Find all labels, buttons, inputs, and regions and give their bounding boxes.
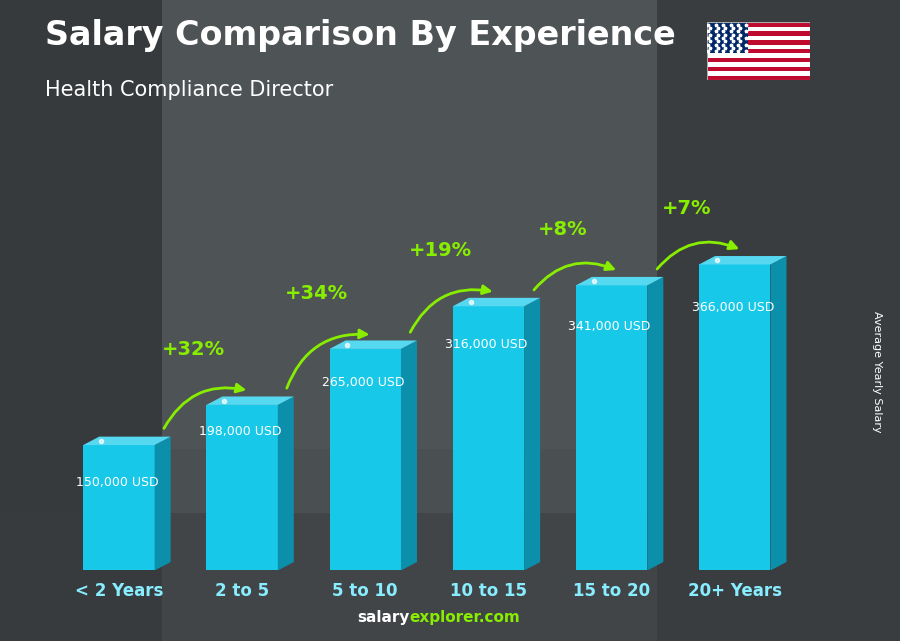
FancyBboxPatch shape <box>699 265 770 570</box>
Polygon shape <box>329 340 417 349</box>
Polygon shape <box>155 437 171 570</box>
Text: +19%: +19% <box>409 241 472 260</box>
Text: +8%: +8% <box>538 221 588 239</box>
FancyBboxPatch shape <box>329 349 401 570</box>
Text: Salary Comparison By Experience: Salary Comparison By Experience <box>45 19 676 52</box>
Text: 198,000 USD: 198,000 USD <box>199 425 282 438</box>
Bar <box>706 45 810 49</box>
Text: +34%: +34% <box>285 284 348 303</box>
Bar <box>706 22 748 53</box>
Text: +32%: +32% <box>162 340 225 359</box>
Bar <box>706 36 810 40</box>
Text: 150,000 USD: 150,000 USD <box>76 476 158 490</box>
Polygon shape <box>770 256 787 570</box>
Polygon shape <box>401 340 417 570</box>
Bar <box>706 49 810 53</box>
Bar <box>0 0 162 641</box>
Polygon shape <box>83 437 171 445</box>
FancyBboxPatch shape <box>453 306 524 570</box>
Text: +7%: +7% <box>662 199 711 219</box>
Text: salary: salary <box>357 610 410 625</box>
Polygon shape <box>576 277 663 285</box>
Bar <box>706 76 810 80</box>
FancyBboxPatch shape <box>206 405 278 570</box>
Bar <box>706 22 810 27</box>
Bar <box>706 67 810 71</box>
Polygon shape <box>699 256 787 265</box>
Text: Health Compliance Director: Health Compliance Director <box>45 80 333 100</box>
Bar <box>706 71 810 76</box>
Bar <box>706 31 810 36</box>
Text: 341,000 USD: 341,000 USD <box>569 320 651 333</box>
FancyBboxPatch shape <box>576 285 647 570</box>
Bar <box>706 40 810 45</box>
Bar <box>706 62 810 67</box>
Text: explorer.com: explorer.com <box>410 610 520 625</box>
FancyBboxPatch shape <box>83 445 155 570</box>
Bar <box>162 0 657 449</box>
Bar <box>657 0 900 641</box>
Text: 316,000 USD: 316,000 USD <box>446 338 527 351</box>
Text: 265,000 USD: 265,000 USD <box>322 376 405 388</box>
Polygon shape <box>524 298 540 570</box>
Bar <box>0 513 900 641</box>
Polygon shape <box>453 298 540 306</box>
Bar <box>706 53 810 58</box>
Polygon shape <box>278 397 293 570</box>
Polygon shape <box>647 277 663 570</box>
Bar <box>706 58 810 62</box>
Text: 366,000 USD: 366,000 USD <box>692 301 774 314</box>
Polygon shape <box>206 397 293 405</box>
Bar <box>706 27 810 31</box>
Text: Average Yearly Salary: Average Yearly Salary <box>872 311 883 433</box>
